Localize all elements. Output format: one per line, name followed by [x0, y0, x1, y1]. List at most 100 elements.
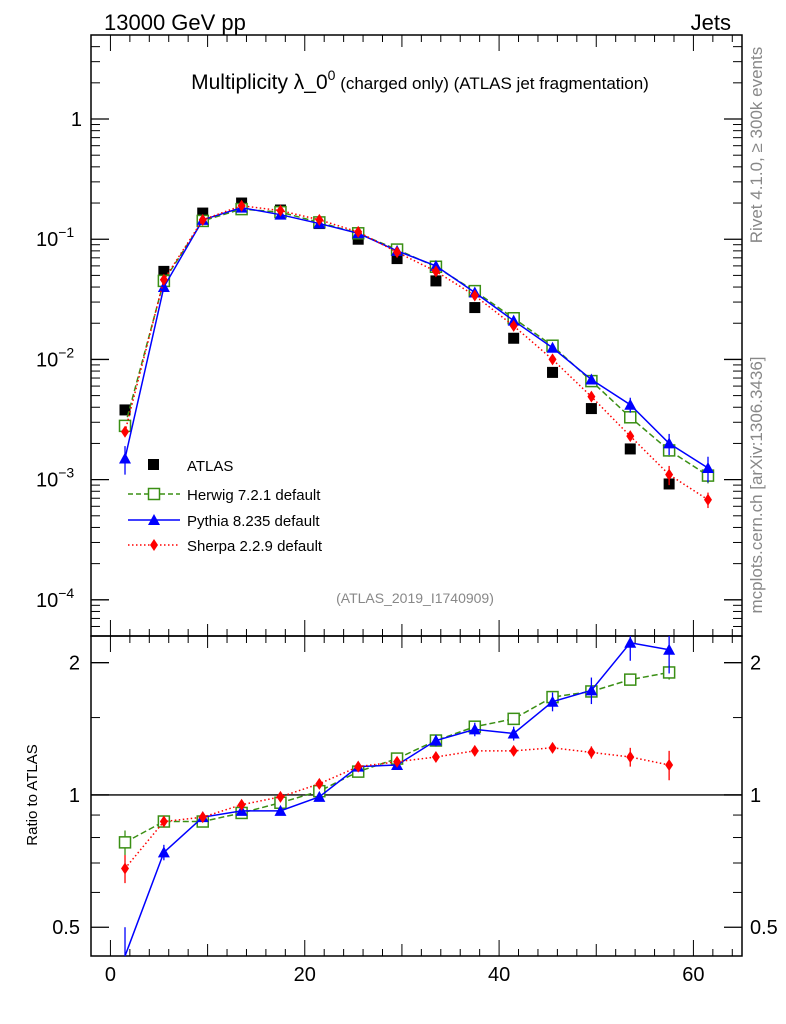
main-point-sherpa	[159, 273, 168, 286]
main-ytick-label: 10−3	[36, 465, 74, 492]
main-ytick-label: 10−1	[36, 224, 74, 251]
main-point-sherpa	[548, 353, 557, 366]
axes-ticks: 110−110−210−310−40 20 40 600.5 0.51 12 2	[36, 34, 778, 986]
ratio-ytick-label-right: 2	[750, 653, 761, 675]
main-point-sherpa	[315, 213, 324, 226]
main-point-atlas	[158, 265, 170, 277]
ratio-point-sherpa	[626, 750, 635, 763]
main-point-pythia	[585, 373, 598, 385]
main-ytick-base: 10	[36, 470, 58, 492]
ratio-point-sherpa	[237, 798, 246, 811]
ratio-point-sherpa	[431, 750, 440, 763]
main-ytick-exp: −1	[58, 224, 74, 240]
mcplots-source-label: mcplots.cern.ch [arXiv:1306.3436]	[747, 356, 766, 613]
main-point-atlas	[585, 403, 597, 415]
ratio-point-sherpa	[276, 790, 285, 803]
main-point-atlas	[391, 253, 403, 265]
main-point-atlas	[508, 332, 520, 344]
main-ytick-exp: −2	[58, 344, 74, 360]
main-point-sherpa	[509, 319, 518, 332]
main-point-herwig	[624, 411, 637, 424]
rivet-version-label: Rivet 4.1.0, ≥ 300k events	[747, 47, 766, 243]
main-series-sherpa	[121, 199, 712, 509]
ratio-point-pythia	[507, 727, 520, 739]
ratio-ylabel: Ratio to ATLAS	[24, 744, 41, 845]
ratio-xtick-label: 60	[682, 964, 704, 986]
legend-marker-pythia	[148, 514, 160, 525]
main-line-herwig	[124, 208, 709, 477]
ratio-xtick-label: 0	[105, 964, 116, 986]
main-series-herwig	[118, 202, 715, 484]
main-plot-data	[118, 197, 715, 509]
plot-title-sup: 0	[328, 67, 336, 83]
main-point-pythia	[429, 259, 442, 271]
main-ytick-label: 10−2	[36, 344, 74, 371]
ratio-point-sherpa	[315, 777, 324, 790]
analysis-label: (ATLAS_2019_I1740909)	[336, 590, 494, 606]
ratio-point-sherpa	[354, 760, 363, 773]
ratio-point-sherpa	[159, 815, 168, 828]
main-line-pythia	[124, 206, 709, 469]
main-ytick-base: 10	[36, 349, 58, 371]
ratio-xtick-label: 40	[488, 964, 510, 986]
ratio-point-sherpa	[509, 744, 518, 757]
legend-label-herwig: Herwig 7.2.1 default	[187, 487, 321, 504]
ratio-series-sherpa	[121, 741, 674, 884]
ratio-panel-frame	[90, 635, 743, 957]
legend-marker-sherpa	[150, 539, 158, 551]
ratio-point-pythia	[429, 734, 442, 746]
ratio-point-pythia	[624, 636, 637, 648]
main-point-pythia	[701, 461, 714, 473]
main-point-sherpa	[431, 265, 440, 278]
legend-label-pythia: Pythia 8.235 default	[187, 513, 320, 530]
main-point-sherpa	[237, 199, 246, 212]
main-point-pythia	[624, 398, 637, 410]
main-point-atlas	[469, 302, 481, 314]
ratio-ytick-label-right: 0.5	[750, 917, 778, 939]
legend: ATLAS Herwig 7.2.1 default Pythia 8.235 …	[128, 458, 323, 555]
ratio-ytick-label-right: 1	[750, 785, 761, 807]
plot-title-main: Multiplicity λ_0	[191, 71, 328, 94]
main-point-pythia	[663, 437, 676, 449]
ratio-point-sherpa	[470, 744, 479, 757]
ratio-ytick-label: 2	[69, 653, 80, 675]
main-point-atlas	[197, 207, 209, 219]
ratio-point-sherpa	[665, 758, 674, 771]
main-point-pythia	[119, 452, 132, 464]
ratio-series-pythia	[124, 636, 676, 957]
main-series-pythia	[119, 201, 714, 483]
legend-marker-herwig	[147, 487, 161, 501]
main-point-sherpa	[276, 204, 285, 217]
ratio-point-sherpa	[198, 811, 207, 824]
ratio-point-sherpa	[587, 746, 596, 759]
plot-title-suffix: (charged only) (ATLAS jet fragmentation)	[335, 74, 648, 93]
main-point-atlas	[430, 275, 442, 287]
main-ytick-label: 1	[71, 109, 82, 131]
ratio-ytick-label: 0.5	[52, 917, 80, 939]
main-series-atlas	[119, 197, 675, 490]
main-point-pythia	[546, 341, 559, 353]
legend-marker-atlas	[148, 459, 159, 470]
main-ytick-exp: −3	[58, 465, 74, 481]
main-point-sherpa	[470, 289, 479, 302]
main-point-atlas	[547, 366, 559, 378]
ratio-point-pythia	[274, 804, 287, 816]
main-point-sherpa	[354, 225, 363, 238]
main-point-sherpa	[587, 390, 596, 403]
main-point-atlas	[119, 404, 131, 416]
main-point-sherpa	[665, 468, 674, 481]
ratio-point-herwig	[624, 673, 637, 686]
ratio-point-pythia	[585, 684, 598, 696]
main-point-sherpa	[393, 246, 402, 259]
ratio-point-pythia	[546, 695, 559, 707]
main-point-sherpa	[703, 493, 712, 506]
ratio-point-pythia	[663, 643, 676, 655]
ratio-point-pythia	[313, 790, 326, 802]
ratio-point-sherpa	[121, 862, 130, 875]
main-ytick-label: 10−4	[36, 585, 74, 612]
legend-label-atlas: ATLAS	[187, 458, 233, 475]
ratio-ytick-label: 1	[69, 785, 80, 807]
main-point-sherpa	[198, 213, 207, 226]
main-point-sherpa	[626, 430, 635, 443]
